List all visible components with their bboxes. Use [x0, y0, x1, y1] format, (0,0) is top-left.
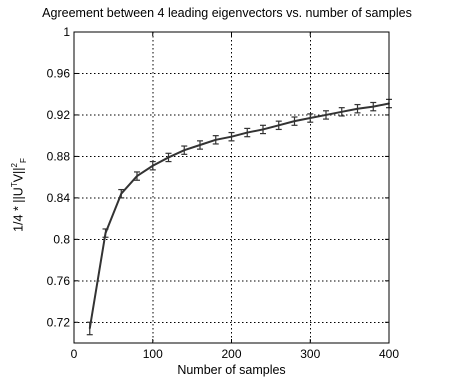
y-axis-label-frobenius: F: [18, 158, 28, 163]
x-tick-label: 400: [379, 347, 399, 361]
x-tick-label: 300: [300, 347, 320, 361]
error-bar: [165, 152, 172, 163]
y-axis-label-prefix: 1/4 * ||U: [11, 187, 26, 232]
y-tick-label: 0.96: [47, 66, 71, 80]
error-bar: [323, 110, 329, 120]
error-bar: [354, 103, 361, 114]
y-axis-label: 1/4 * ||UTV||2F: [10, 158, 28, 232]
data-point: [356, 107, 359, 110]
y-tick-label: 0.72: [47, 315, 71, 329]
data-point: [309, 117, 312, 119]
y-axis-label-transpose: T: [10, 182, 20, 188]
grid-lines: [74, 32, 389, 343]
chart-title: Agreement between 4 leading eigenvectors…: [42, 6, 412, 20]
error-bar: [370, 101, 377, 112]
error-bar: [260, 124, 266, 135]
data-point: [183, 149, 186, 151]
error-bar: [118, 188, 125, 199]
x-tick-label: 100: [143, 347, 163, 361]
error-bar: [291, 116, 298, 126]
data-point: [167, 156, 170, 159]
y-tick-label: 0.88: [47, 149, 71, 163]
error-bar: [134, 171, 140, 181]
y-axis-label-square: 2: [10, 162, 20, 168]
data-point: [199, 144, 201, 146]
error-bar: [212, 135, 219, 145]
data-point: [262, 128, 264, 131]
data-point: [372, 105, 375, 108]
series-line: [88, 102, 390, 329]
error-bar: [181, 145, 188, 155]
data-point: [230, 135, 233, 138]
y-axis-label-mid: V||: [11, 167, 26, 183]
error-bar: [307, 113, 314, 123]
y-tick-label: 0.76: [47, 274, 71, 288]
data-point: [136, 175, 138, 177]
data-point: [151, 164, 154, 167]
error-bar: [102, 228, 109, 238]
error-bar: [228, 131, 235, 142]
y-tick-label: 1: [63, 25, 70, 39]
x-tick-label: 0: [71, 347, 78, 361]
data-point: [120, 192, 123, 195]
error-bar: [197, 140, 203, 150]
x-tick-label: 200: [221, 347, 241, 361]
data-point: [104, 232, 107, 234]
data-point: [325, 114, 327, 116]
error-bar: [149, 160, 156, 171]
data-series: [86, 98, 392, 336]
error-bar: [86, 321, 93, 336]
data-point: [88, 327, 91, 330]
data-point: [246, 131, 249, 134]
x-axis-label: Number of samples: [177, 363, 286, 377]
error-bar: [338, 107, 345, 117]
y-tick-label: 0.92: [47, 108, 71, 122]
data-point: [277, 124, 280, 127]
data-point: [340, 111, 343, 113]
data-point: [214, 139, 217, 141]
error-bar: [244, 127, 251, 138]
error-bar: [275, 120, 282, 131]
axis-ticks: 0 100 200 300 400 0.72 0.76 0.8 0.84 0.88 0.92 0.96…: [47, 25, 400, 361]
y-tick-label: 0.8: [53, 232, 70, 246]
data-point: [293, 120, 296, 122]
y-tick-label: 0.84: [47, 191, 71, 205]
